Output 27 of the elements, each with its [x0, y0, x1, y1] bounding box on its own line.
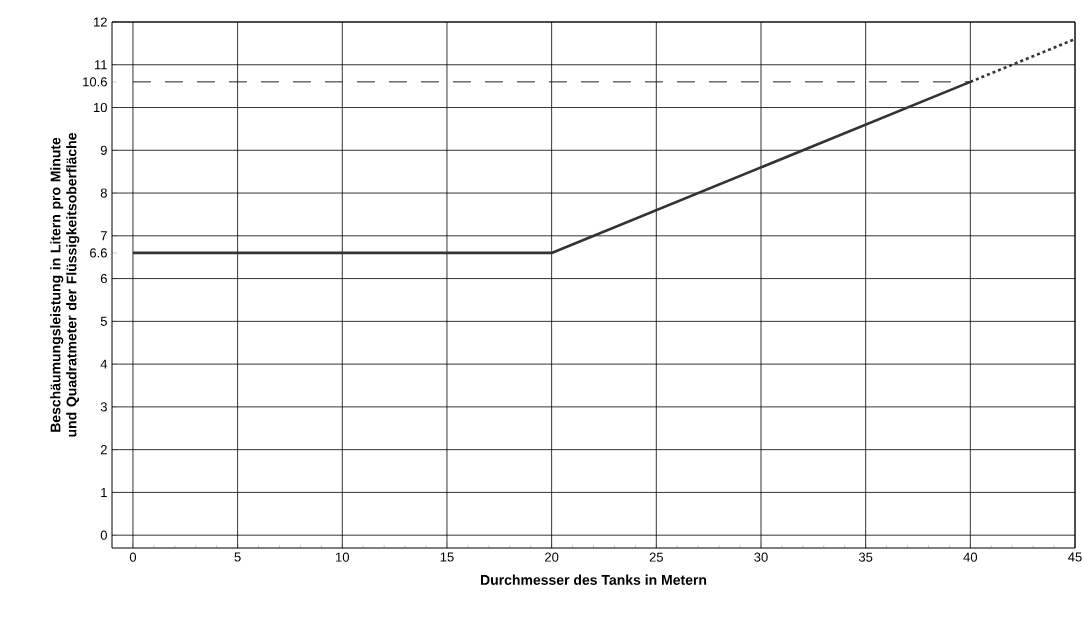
y-tick-label: 2 [100, 445, 107, 455]
y-tick-label: 12 [93, 17, 107, 27]
y-tick-label: 6.6 [90, 248, 107, 258]
y-tick-label: 10.6 [83, 77, 107, 87]
y-tick-label: 8 [100, 188, 107, 198]
x-tick-label: 20 [545, 552, 559, 562]
x-axis-title: Durchmesser des Tanks in Metern [480, 574, 707, 585]
x-tick-label: 15 [440, 552, 454, 562]
x-tick-label: 25 [649, 552, 663, 562]
y-tick-label: 9 [100, 145, 107, 155]
y-tick-label: 0 [100, 530, 107, 540]
x-tick-label: 45 [1068, 552, 1082, 562]
y-tick-label: 10 [93, 102, 107, 113]
y-tick-label: 1 [101, 487, 107, 497]
x-tick-label: 5 [234, 552, 241, 562]
y-tick-label: 5 [100, 316, 107, 326]
x-tick-label: 10 [336, 552, 349, 562]
x-tick-label: 40 [963, 552, 978, 562]
y-tick-label: 6 [100, 273, 107, 284]
x-tick-label: 35 [858, 552, 873, 562]
x-tick-label: 30 [754, 552, 768, 562]
y-tick-label: 7 [100, 231, 107, 241]
y-axis-title: Beschäumungsleistung in Litern pro Minute und Quadratmeter der Flüssigkeitsoberfläche [50, 133, 80, 437]
y-tick-label: 11 [94, 60, 107, 70]
y-tick-label: 3 [100, 402, 107, 412]
x-tick-label: 0 [129, 552, 137, 562]
y-tick-label: 4 [100, 359, 108, 369]
